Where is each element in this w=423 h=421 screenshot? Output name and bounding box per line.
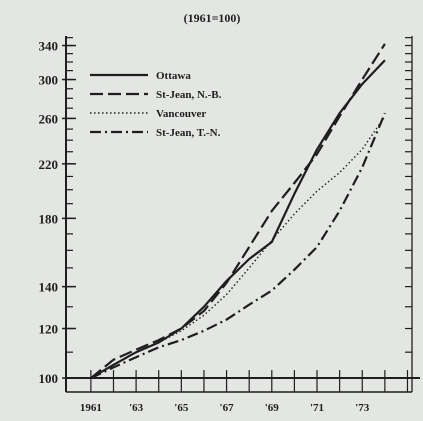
x-tick-label: 1961 <box>80 402 102 414</box>
x-tick-label: '67 <box>220 402 235 414</box>
legend: Ottawa St-Jean, N.-B. Vancouver St-Jean, T.… <box>90 70 222 139</box>
y-tick-label: 300 <box>39 73 59 88</box>
x-tick-label: '63 <box>129 402 144 414</box>
x-tick-label: '69 <box>265 402 280 414</box>
series-line-dashed <box>90 43 386 379</box>
axes: 100 120 140 180 220 260 300 340 1961 '63 '65 '67 '69… <box>39 36 420 414</box>
x-tick-label: '71 <box>310 402 324 414</box>
chart-subtitle: (1961=100) <box>184 11 241 25</box>
legend-label: Ottawa <box>156 70 191 82</box>
legend-label: Vancouver <box>156 108 206 120</box>
series-line-dashdot <box>90 112 386 380</box>
y-tick-label: 140 <box>39 280 59 295</box>
y-tick-label: 180 <box>39 211 59 226</box>
y-tick-label: 260 <box>39 111 59 126</box>
x-tick-label: '73 <box>355 402 370 414</box>
series-lines <box>90 43 386 380</box>
y-tick-label: 100 <box>39 371 59 386</box>
y-tick-label: 120 <box>39 322 59 337</box>
legend-label: St-Jean, T.-N. <box>156 127 221 139</box>
series-line-dotted <box>90 115 386 379</box>
x-tick-label: '65 <box>174 402 189 414</box>
y-tick-label: 340 <box>39 39 59 54</box>
y-tick-label: 220 <box>39 157 59 172</box>
series-line-solid <box>90 59 386 380</box>
legend-label: St-Jean, N.-B. <box>156 89 222 101</box>
